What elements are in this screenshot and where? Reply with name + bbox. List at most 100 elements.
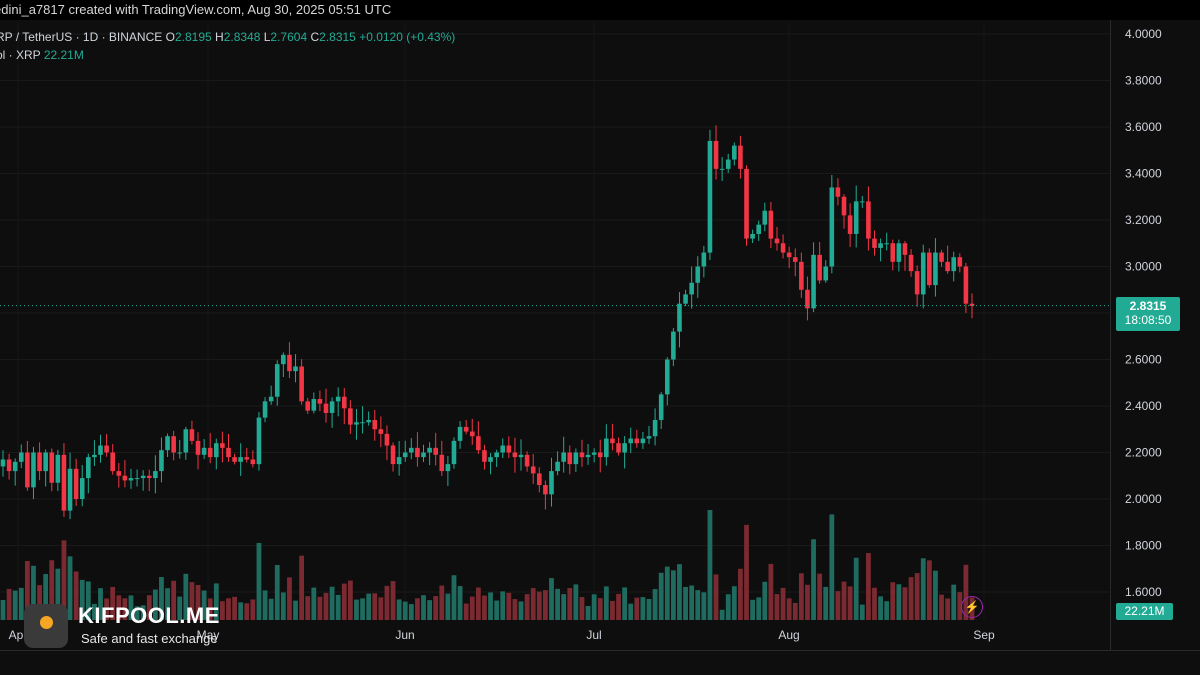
candle-body bbox=[884, 243, 889, 245]
volume-bar bbox=[49, 560, 55, 620]
candle-body bbox=[37, 452, 42, 472]
low-label: L bbox=[263, 30, 271, 44]
volume-bar bbox=[652, 589, 658, 620]
volume-legend: ol · XRP 22.21M bbox=[0, 48, 84, 62]
candle-body bbox=[201, 447, 207, 455]
candle-body bbox=[835, 187, 841, 197]
volume-bar bbox=[683, 587, 688, 620]
volume-bar bbox=[152, 589, 158, 620]
candle-body bbox=[786, 252, 792, 258]
volume-bar bbox=[408, 604, 414, 620]
volume-bar bbox=[457, 586, 463, 620]
volume-bar bbox=[835, 591, 841, 620]
volume-bar bbox=[731, 586, 737, 620]
volume-bar bbox=[268, 598, 274, 620]
volume-bar bbox=[311, 587, 317, 620]
volume-bar bbox=[939, 594, 944, 620]
volume-bar bbox=[433, 596, 439, 620]
volume-bar bbox=[841, 581, 847, 620]
change-value: +0.0120 (+0.43%) bbox=[359, 30, 456, 44]
candle-body bbox=[634, 438, 640, 444]
volume-bar bbox=[262, 590, 268, 620]
candle-body bbox=[872, 238, 877, 248]
volume-bar bbox=[384, 585, 390, 620]
low-value: 2.7604 bbox=[270, 30, 308, 44]
volume-bar bbox=[506, 592, 512, 620]
candle-body bbox=[671, 331, 676, 360]
volume-label: ol · XRP bbox=[0, 48, 41, 62]
volume-bar bbox=[183, 573, 189, 620]
time-tick-label: Jun bbox=[395, 628, 414, 642]
volume-bar bbox=[219, 601, 225, 620]
price-tick-label: 3.4000 bbox=[1125, 167, 1162, 181]
candle-body bbox=[104, 445, 109, 453]
volume-bar bbox=[677, 564, 682, 620]
candle-body bbox=[914, 271, 920, 295]
candle-body bbox=[415, 447, 420, 458]
volume-bar bbox=[171, 580, 177, 620]
volume-bar bbox=[445, 593, 451, 620]
volume-bar bbox=[43, 574, 49, 620]
volume-bar bbox=[274, 564, 280, 620]
candle-body bbox=[616, 443, 621, 453]
volume-bar bbox=[195, 584, 201, 620]
kifpool-logo-icon bbox=[24, 604, 68, 648]
volume-bar bbox=[427, 600, 433, 620]
candle-body bbox=[780, 243, 786, 253]
volume-bar bbox=[366, 593, 372, 620]
candle-body bbox=[341, 396, 347, 409]
volume-bar bbox=[378, 597, 384, 620]
candle-body bbox=[195, 440, 201, 455]
volume-bar bbox=[402, 601, 408, 620]
volume-bar bbox=[122, 598, 128, 620]
candle-body bbox=[25, 452, 30, 488]
volume-bar bbox=[774, 594, 780, 620]
volume-bar bbox=[360, 598, 365, 620]
candle-body bbox=[366, 419, 371, 423]
time-axis[interactable]: Apr May Jun Jul Aug Sep bbox=[9, 628, 995, 642]
volume-bar bbox=[926, 560, 932, 620]
volume-bar bbox=[805, 584, 810, 620]
candle-body bbox=[725, 159, 731, 169]
volume-bar bbox=[579, 597, 585, 620]
candle-body bbox=[518, 454, 524, 458]
candle-body bbox=[79, 478, 85, 499]
candle-body bbox=[652, 419, 658, 437]
volume-bar bbox=[756, 597, 762, 620]
candle-body bbox=[896, 243, 902, 262]
volume-bar bbox=[341, 583, 347, 620]
candle-body bbox=[853, 201, 859, 234]
candle-body bbox=[640, 438, 646, 444]
volume-bar bbox=[585, 605, 591, 620]
volume-bar bbox=[116, 595, 122, 620]
price-tick-label: 2.4000 bbox=[1125, 399, 1162, 413]
high-value: 2.8348 bbox=[223, 30, 261, 44]
candle-body bbox=[604, 438, 609, 458]
volume-bar bbox=[817, 573, 823, 620]
candle-body bbox=[159, 450, 164, 472]
candle-body bbox=[500, 445, 506, 453]
volume-bar bbox=[244, 603, 250, 620]
candle-body bbox=[738, 145, 743, 169]
volume-bar bbox=[591, 594, 597, 620]
candlesticks bbox=[0, 125, 975, 520]
volume-bar bbox=[957, 592, 963, 620]
chart-caption-bar: edini_a7817 created with TradingView.com… bbox=[0, 0, 1200, 20]
volume-bar bbox=[689, 585, 695, 620]
candle-body bbox=[67, 468, 73, 511]
chart-caption: edini_a7817 created with TradingView.com… bbox=[0, 2, 392, 17]
volume-bar bbox=[238, 602, 244, 620]
candle-body bbox=[31, 452, 36, 488]
candle-body bbox=[451, 440, 457, 465]
volume-bar bbox=[634, 597, 640, 620]
volume-bar bbox=[494, 600, 500, 620]
candle-body bbox=[573, 452, 579, 465]
candle-body bbox=[719, 168, 725, 170]
volume-bar bbox=[128, 595, 134, 620]
candle-body bbox=[878, 243, 883, 248]
lightning-bolt-icon[interactable]: ⚡ bbox=[961, 596, 983, 618]
volume-bar bbox=[738, 568, 743, 620]
candle-body bbox=[348, 408, 353, 425]
candle-body bbox=[445, 464, 451, 472]
